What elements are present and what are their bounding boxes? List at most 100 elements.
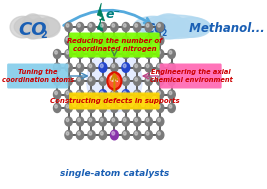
Circle shape (89, 105, 92, 108)
Circle shape (122, 63, 130, 72)
Circle shape (146, 91, 149, 95)
Circle shape (77, 132, 80, 135)
Circle shape (88, 63, 95, 72)
Circle shape (146, 64, 149, 68)
Circle shape (111, 50, 118, 59)
FancyBboxPatch shape (69, 33, 160, 57)
Circle shape (66, 78, 69, 81)
Circle shape (146, 37, 149, 41)
Text: Reducing the number of
coordinated nitrogen: Reducing the number of coordinated nitro… (67, 38, 162, 52)
Circle shape (99, 104, 107, 112)
Circle shape (146, 51, 149, 54)
Circle shape (77, 78, 80, 81)
Circle shape (158, 91, 160, 95)
Circle shape (156, 63, 164, 72)
Circle shape (156, 22, 164, 32)
Circle shape (145, 104, 152, 112)
Circle shape (55, 105, 57, 108)
Circle shape (169, 78, 172, 81)
Circle shape (111, 130, 118, 140)
Circle shape (135, 118, 138, 122)
Circle shape (135, 78, 138, 81)
Circle shape (88, 22, 95, 32)
Circle shape (168, 90, 175, 99)
Circle shape (110, 76, 114, 81)
Circle shape (158, 78, 160, 81)
Circle shape (169, 64, 172, 68)
Circle shape (111, 63, 118, 72)
Circle shape (169, 105, 172, 108)
Ellipse shape (139, 15, 210, 39)
Circle shape (111, 90, 118, 99)
Circle shape (122, 130, 129, 139)
Circle shape (100, 78, 103, 81)
Circle shape (100, 105, 103, 108)
Circle shape (100, 132, 103, 135)
Circle shape (77, 118, 80, 122)
Circle shape (122, 90, 130, 99)
Circle shape (122, 77, 129, 85)
Circle shape (100, 64, 103, 68)
Circle shape (111, 36, 118, 45)
Circle shape (123, 91, 126, 95)
Circle shape (145, 50, 152, 59)
Circle shape (100, 51, 103, 54)
Circle shape (65, 63, 72, 72)
Circle shape (168, 63, 175, 72)
Circle shape (134, 50, 141, 59)
Circle shape (135, 24, 138, 27)
Circle shape (112, 132, 115, 135)
Circle shape (55, 78, 57, 81)
Circle shape (66, 37, 69, 41)
Circle shape (88, 130, 95, 139)
Circle shape (111, 22, 118, 32)
Circle shape (89, 24, 92, 27)
Circle shape (53, 104, 61, 112)
Circle shape (55, 91, 57, 95)
Circle shape (158, 51, 160, 54)
Circle shape (135, 64, 138, 68)
Circle shape (112, 24, 115, 27)
Circle shape (77, 24, 80, 27)
Circle shape (134, 117, 141, 126)
Circle shape (66, 64, 69, 68)
Text: Tuning the
coordination atoms: Tuning the coordination atoms (2, 69, 74, 83)
Circle shape (146, 118, 149, 122)
Text: Methanol...: Methanol... (185, 22, 265, 36)
Ellipse shape (14, 15, 60, 39)
Circle shape (66, 91, 69, 95)
Circle shape (123, 64, 126, 68)
Circle shape (111, 117, 118, 126)
Ellipse shape (30, 18, 49, 37)
Circle shape (76, 36, 84, 45)
Circle shape (156, 36, 164, 45)
Text: e⁻: e⁻ (105, 9, 120, 22)
Circle shape (53, 77, 61, 85)
Text: CO: CO (144, 22, 166, 36)
Circle shape (66, 24, 69, 27)
Circle shape (65, 130, 72, 139)
Circle shape (169, 51, 172, 54)
Circle shape (66, 118, 69, 122)
Circle shape (156, 130, 164, 139)
Circle shape (76, 50, 84, 59)
Circle shape (99, 50, 107, 59)
Circle shape (145, 22, 152, 32)
Text: Constructing defects in supports: Constructing defects in supports (50, 98, 179, 104)
Text: CO: CO (19, 21, 47, 39)
Circle shape (168, 104, 175, 112)
Circle shape (53, 50, 61, 59)
Circle shape (100, 118, 103, 122)
Circle shape (99, 36, 107, 45)
Circle shape (65, 50, 72, 59)
Circle shape (134, 90, 141, 99)
Circle shape (145, 130, 152, 139)
Circle shape (123, 78, 126, 81)
Circle shape (134, 63, 141, 72)
Circle shape (76, 90, 84, 99)
Circle shape (112, 51, 115, 54)
Circle shape (123, 118, 126, 122)
Circle shape (158, 64, 160, 68)
Text: M: M (111, 78, 117, 84)
Circle shape (146, 105, 149, 108)
